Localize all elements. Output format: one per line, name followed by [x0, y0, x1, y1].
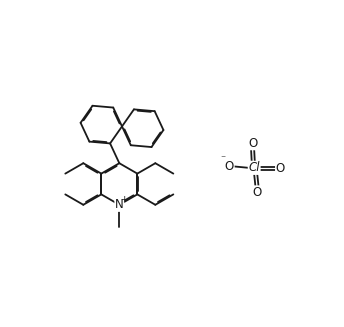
Text: O: O	[248, 137, 257, 150]
Text: N: N	[115, 198, 124, 211]
Text: O: O	[252, 186, 262, 199]
Text: O: O	[225, 160, 234, 173]
Text: O: O	[276, 162, 285, 175]
Text: Cl: Cl	[248, 161, 260, 174]
Text: ⁻: ⁻	[221, 154, 226, 164]
Text: +: +	[120, 195, 127, 204]
